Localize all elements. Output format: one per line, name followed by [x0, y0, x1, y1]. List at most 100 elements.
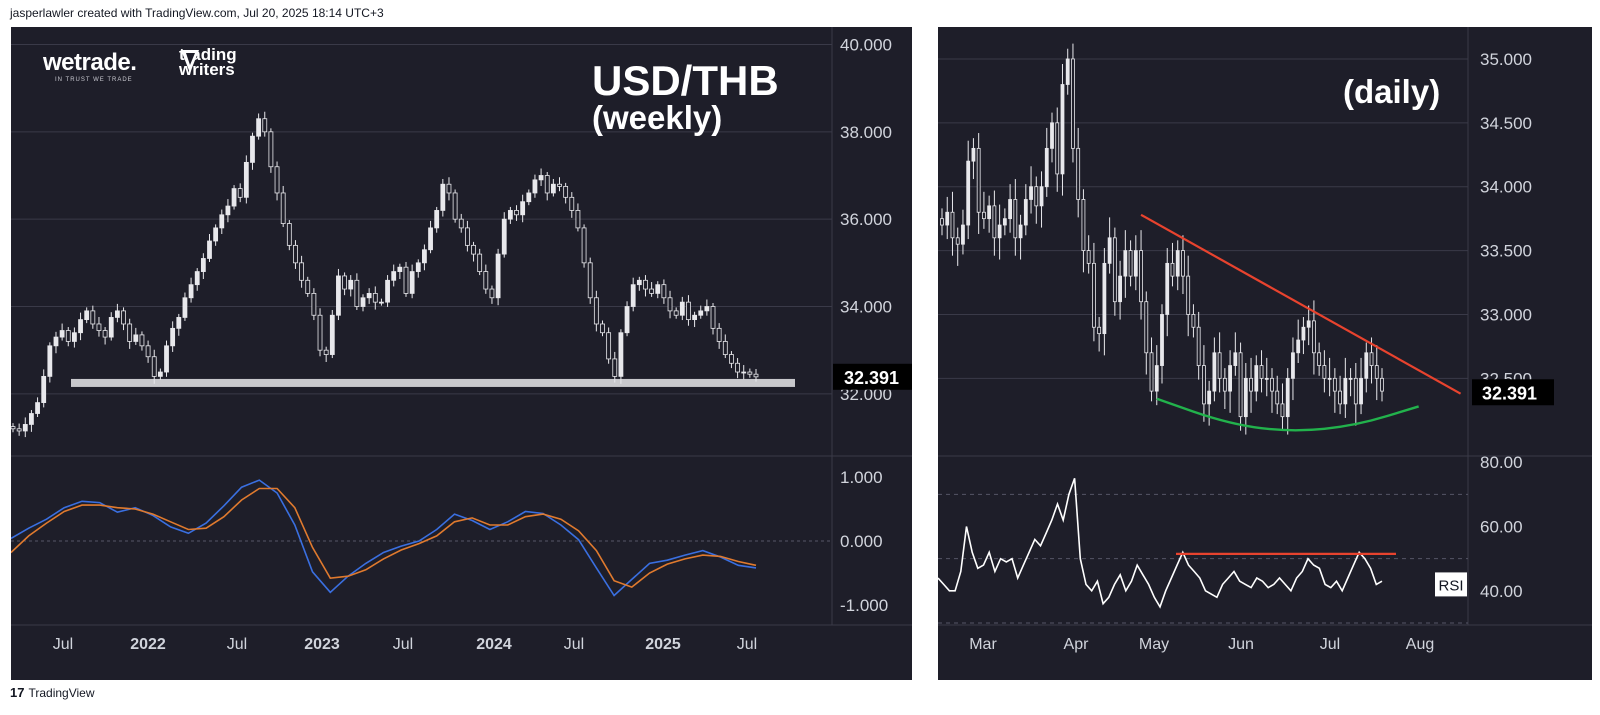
daily-candle: [1165, 262, 1170, 315]
tradingview-footer-logo: 17 TradingView: [10, 685, 95, 700]
weekly-candle: [59, 330, 65, 338]
weekly-candle: [342, 275, 347, 290]
weekly-candle: [219, 214, 225, 229]
daily-candle: [1191, 314, 1196, 328]
weekly-candle: [329, 314, 335, 355]
tradingview-icon: 17: [10, 685, 25, 700]
time-tick-label: Jul: [393, 636, 413, 653]
weekly-candle: [194, 271, 200, 286]
weekly-candle: [231, 188, 237, 207]
daily-candle: [1249, 377, 1253, 392]
weekly-candle: [317, 314, 323, 351]
daily-candle: [1186, 275, 1191, 315]
daily-candle: [1285, 377, 1290, 418]
daily-candle: [1312, 320, 1316, 354]
weekly-candle: [293, 244, 298, 264]
weekly-chart-svg: 40.00038.00036.00034.00032.00032.3911.00…: [11, 27, 912, 653]
weekly-candle: [520, 201, 526, 216]
weekly-candle: [200, 258, 206, 272]
daily-candle: [1149, 352, 1154, 392]
weekly-candle: [286, 223, 292, 246]
rsi-tick-label: 80.00: [1480, 453, 1523, 472]
macd-tick-label: 1.000: [840, 468, 883, 487]
daily-candle: [1270, 377, 1274, 392]
daily-candle: [1160, 314, 1164, 366]
weekly-candle: [624, 306, 630, 334]
weekly-candle: [428, 227, 433, 251]
daily-candle: [1050, 122, 1054, 149]
daily-chart-svg: 35.00034.50034.00033.50033.00032.50032.3…: [938, 27, 1592, 653]
chart-title: USD/THB: [592, 57, 779, 104]
daily-candle: [1202, 365, 1206, 405]
daily-candle: [1291, 352, 1295, 379]
weekly-candle: [495, 253, 501, 299]
daily-candle: [1097, 326, 1102, 335]
price-tick-label: 36.000: [840, 210, 892, 229]
daily-candle: [945, 211, 950, 226]
daily-candle: [1060, 84, 1065, 175]
time-tick-label: 2022: [130, 636, 166, 653]
weekly-candle: [299, 262, 305, 281]
weekly-candle: [29, 413, 34, 425]
weekly-candle: [716, 327, 722, 342]
rounded-bottom-curve: [1156, 397, 1420, 432]
weekly-candle: [78, 319, 83, 334]
weekly-candle: [643, 279, 648, 290]
price-tick-label: 34.500: [1480, 114, 1532, 133]
weekly-candle: [188, 284, 194, 299]
weekly-candle: [673, 310, 679, 316]
weekly-candle: [354, 279, 360, 307]
daily-candle: [955, 237, 960, 245]
weekly-candle: [145, 345, 151, 358]
daily-candle: [1170, 262, 1175, 277]
daily-candle: [1008, 199, 1012, 220]
daily-candle: [1343, 377, 1348, 405]
support-zone: [71, 378, 795, 387]
daily-candle: [1013, 199, 1018, 239]
weekly-candle: [213, 227, 219, 242]
daily-chart-panel[interactable]: 35.000 34.500 34.000 33.500 33.000 32.500 32.3…: [938, 27, 1592, 680]
daily-candle: [1228, 365, 1232, 392]
weekly-candle: [741, 371, 747, 374]
weekly-candle: [133, 334, 139, 342]
weekly-candle: [96, 323, 102, 331]
daily-candle: [1306, 320, 1311, 328]
daily-candle: [1081, 199, 1086, 251]
weekly-candle: [170, 327, 176, 347]
weekly-candle: [747, 371, 753, 375]
price-tick-label: 33.500: [1480, 242, 1532, 261]
daily-candle: [1034, 186, 1039, 207]
weekly-candle: [538, 175, 544, 181]
last-price-badge: [833, 363, 912, 390]
daily-candle: [1238, 352, 1243, 418]
time-tick-label: Jun: [1228, 636, 1254, 653]
daily-candle: [1044, 147, 1049, 188]
last-price-label: 32.391: [844, 368, 899, 388]
daily-candle: [1332, 377, 1337, 392]
daily-candle: [1175, 250, 1180, 277]
weekly-candle: [649, 288, 655, 294]
weekly-candle: [618, 332, 624, 377]
weekly-candle: [114, 310, 120, 318]
daily-candle: [1207, 390, 1212, 405]
price-tick-label: 34.000: [1480, 178, 1532, 197]
weekly-candle: [280, 192, 286, 224]
weekly-candle: [176, 317, 182, 329]
daily-candle: [1380, 377, 1384, 392]
weekly-candle: [489, 288, 495, 299]
signal-line: [11, 487, 757, 589]
time-tick-label: Jul: [1320, 636, 1340, 653]
daily-candle: [1065, 58, 1070, 85]
weekly-candle: [661, 284, 667, 299]
daily-candle: [1264, 377, 1269, 380]
weekly-candle: [532, 179, 538, 194]
weekly-candle: [102, 330, 108, 338]
weekly-candle: [415, 262, 421, 272]
trading-writers-icon: [181, 50, 199, 73]
weekly-chart-panel[interactable]: 40.000 38.000 36.000 34.000 32.000 32.391 1.00…: [11, 27, 912, 680]
daily-candle: [1023, 199, 1028, 226]
daily-candle: [1233, 352, 1238, 366]
daily-candle: [1076, 147, 1081, 200]
daily-candle: [982, 211, 986, 220]
weekly-candle: [409, 271, 415, 294]
